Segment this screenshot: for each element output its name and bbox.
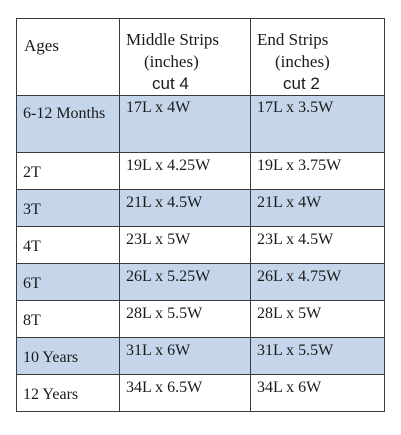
table-row: 2T 19L x 4.25W 19L x 3.75W xyxy=(16,152,385,190)
end-strip-cell: 21L x 4W xyxy=(250,189,385,227)
header-end-strips: End Strips (inches) cut 2 xyxy=(250,18,385,96)
middle-strip-cell: 21L x 4.5W xyxy=(119,189,251,227)
table-row: 6-12 Months 17L x 4W 17L x 3.5W xyxy=(16,95,385,153)
middle-strip-cell: 31L x 6W xyxy=(119,337,251,375)
end-strip-cell: 23L x 4.5W xyxy=(250,226,385,264)
header-middle-cut: cut 4 xyxy=(152,74,189,93)
header-end-cut: cut 2 xyxy=(283,74,320,93)
age-cell: 12 Years xyxy=(16,374,120,412)
age-cell: 8T xyxy=(16,300,120,338)
age-cell: 10 Years xyxy=(16,337,120,375)
middle-strip-cell: 28L x 5.5W xyxy=(119,300,251,338)
table-row: 6T 26L x 5.25W 26L x 4.75W xyxy=(16,263,385,301)
middle-strip-cell: 17L x 4W xyxy=(119,95,251,153)
sizing-table: Ages Middle Strips (inches) cut 4 End St… xyxy=(16,18,385,412)
end-strip-cell: 26L x 4.75W xyxy=(250,263,385,301)
end-strip-cell: 17L x 3.5W xyxy=(250,95,385,153)
age-cell: 4T xyxy=(16,226,120,264)
table-row: 3T 21L x 4.5W 21L x 4W xyxy=(16,189,385,227)
header-ages: Ages xyxy=(16,18,120,96)
age-cell: 6-12 Months xyxy=(16,95,120,153)
header-middle-title: Middle Strips xyxy=(126,30,220,49)
header-row: Ages Middle Strips (inches) cut 4 End St… xyxy=(16,18,385,96)
age-cell: 6T xyxy=(16,263,120,301)
end-strip-cell: 19L x 3.75W xyxy=(250,152,385,190)
table-row: 10 Years 31L x 6W 31L x 5.5W xyxy=(16,337,385,375)
table-row: 12 Years 34L x 6.5W 34L x 6W xyxy=(16,374,385,412)
middle-strip-cell: 23L x 5W xyxy=(119,226,251,264)
table-row: 4T 23L x 5W 23L x 4.5W xyxy=(16,226,385,264)
header-middle-strips: Middle Strips (inches) cut 4 xyxy=(119,18,251,96)
middle-strip-cell: 34L x 6.5W xyxy=(119,374,251,412)
header-middle-unit: (inches) xyxy=(144,52,199,71)
middle-strip-cell: 19L x 4.25W xyxy=(119,152,251,190)
table-row: 8T 28L x 5.5W 28L x 5W xyxy=(16,300,385,338)
header-end-unit: (inches) xyxy=(275,52,330,71)
table-body: 6-12 Months 17L x 4W 17L x 3.5W 2T 19L x… xyxy=(16,95,385,412)
end-strip-cell: 31L x 5.5W xyxy=(250,337,385,375)
age-cell: 3T xyxy=(16,189,120,227)
age-cell: 2T xyxy=(16,152,120,190)
header-end-title: End Strips xyxy=(257,30,329,49)
middle-strip-cell: 26L x 5.25W xyxy=(119,263,251,301)
end-strip-cell: 28L x 5W xyxy=(250,300,385,338)
end-strip-cell: 34L x 6W xyxy=(250,374,385,412)
